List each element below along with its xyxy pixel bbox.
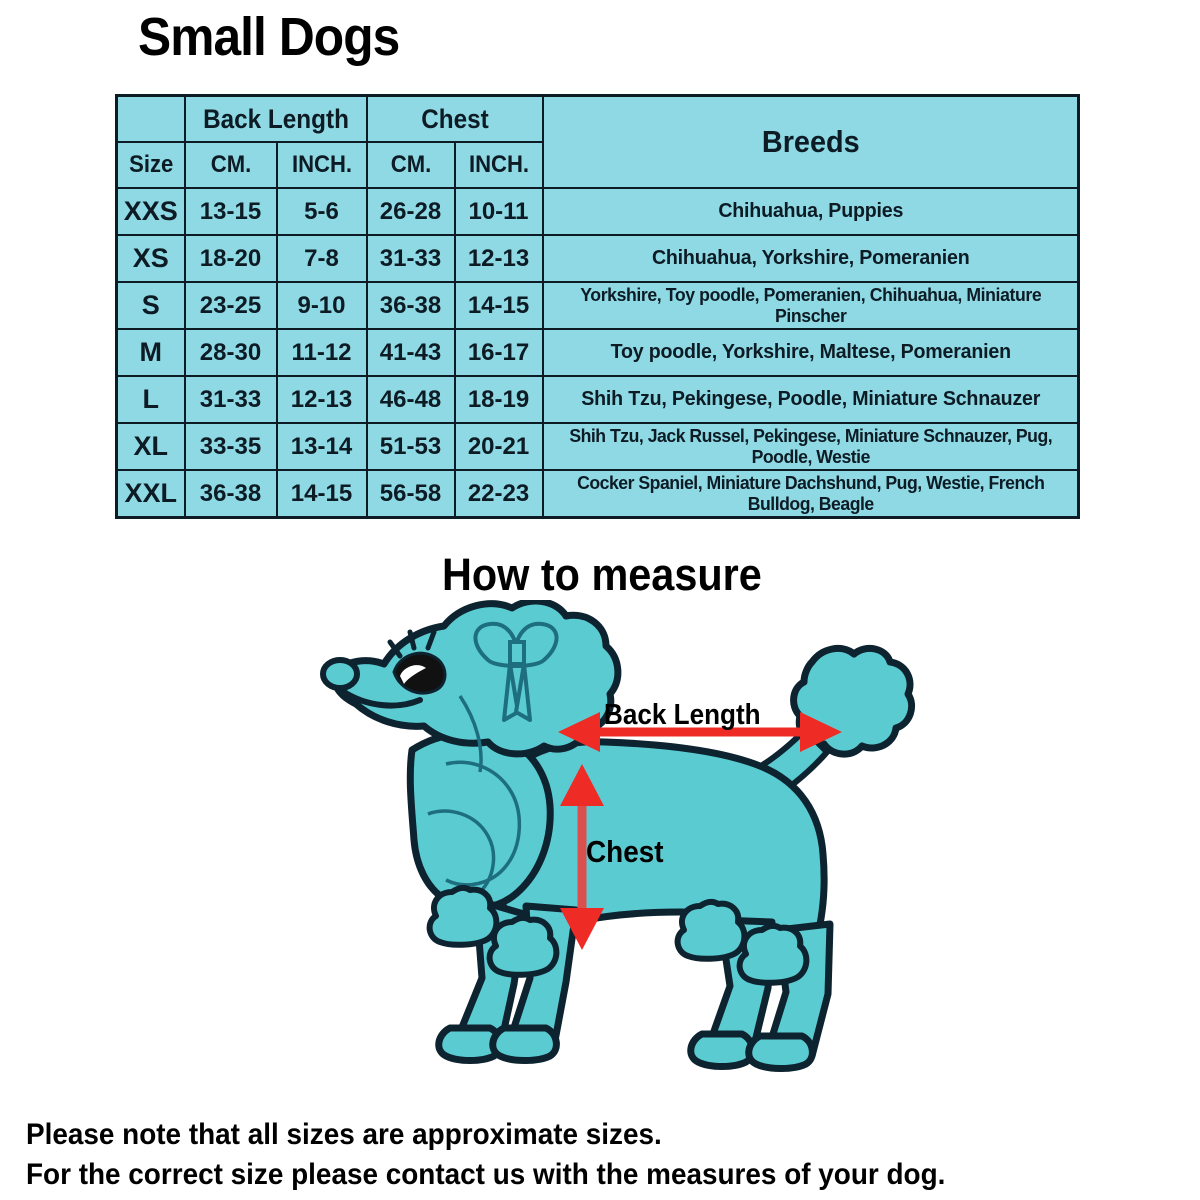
- cell-back-length-inch: 5-6: [275, 187, 368, 236]
- hind-paw-near: [745, 1032, 816, 1072]
- bow-ribbon-left: [502, 662, 520, 722]
- cell-breeds: Chihuahua, Puppies: [546, 187, 1075, 236]
- header-back-length-inch: INCH.: [279, 141, 364, 189]
- footer-line-2: For the correct size please contact us w…: [26, 1158, 946, 1191]
- hind-paw-far: [687, 1030, 756, 1070]
- cell-back-length-cm: 31-33: [183, 375, 278, 424]
- cell-chest-cm: 26-28: [365, 187, 456, 236]
- cell-breeds: Shih Tzu, Pekingese, Poodle, Miniature S…: [546, 375, 1075, 424]
- table-row: L 31-33 12-13 46-48 18-19 Shih Tzu, Peki…: [115, 375, 1079, 424]
- header-breeds: Breeds: [560, 94, 1061, 189]
- cell-size: XL: [115, 422, 186, 471]
- ruff-inner-line: [445, 760, 521, 887]
- size-chart-table: Back Length Chest Breeds Size CM. INCH. …: [115, 94, 1080, 519]
- back-length-arrow-icon: [558, 712, 842, 752]
- cell-chest-inch: 20-21: [453, 422, 544, 471]
- ruff-inner-line-2: [427, 809, 496, 894]
- header-size-blank: [115, 94, 186, 143]
- cell-size: M: [115, 328, 186, 377]
- cell-back-length-inch: 7-8: [275, 234, 368, 283]
- cell-breeds: Cocker Spaniel, Miniature Dachshund, Pug…: [546, 469, 1075, 519]
- eyelash-icon: [387, 629, 437, 659]
- size-chart-table-container: Back Length Chest Breeds Size CM. INCH. …: [115, 94, 1080, 519]
- cell-breeds: Shih Tzu, Jack Russel, Pekingese, Miniat…: [546, 422, 1075, 471]
- cell-chest-cm: 56-58: [365, 469, 456, 519]
- cell-size: XXL: [115, 469, 186, 519]
- header-size: Size: [118, 141, 183, 189]
- table-row: S 23-25 9-10 36-38 14-15 Yorkshire, Toy …: [115, 281, 1079, 330]
- header-chest-inch: INCH.: [457, 141, 540, 189]
- cell-back-length-cm: 33-35: [183, 422, 278, 471]
- header-chest: Chest: [374, 94, 535, 143]
- cell-chest-cm: 46-48: [365, 375, 456, 424]
- cell-size: XXS: [115, 187, 186, 236]
- cell-back-length-inch: 9-10: [275, 281, 368, 330]
- footer-note: Please note that all sizes are approxima…: [26, 1115, 1186, 1195]
- header-back-length: Back Length: [192, 94, 359, 143]
- mouth-line: [341, 689, 423, 709]
- cell-chest-inch: 10-11: [453, 187, 544, 236]
- cell-breeds: Toy poodle, Yorkshire, Maltese, Pomerani…: [546, 328, 1075, 377]
- cell-breeds: Chihuahua, Yorkshire, Pomeranien: [546, 234, 1075, 283]
- cell-chest-cm: 51-53: [365, 422, 456, 471]
- cell-chest-cm: 31-33: [365, 234, 456, 283]
- bow-ribbon-right: [514, 662, 532, 722]
- cell-back-length-cm: 23-25: [183, 281, 278, 330]
- poodle-illustration: [300, 597, 920, 1080]
- leg-cuff-hind-far: [674, 898, 748, 962]
- cell-breeds: Yorkshire, Toy poodle, Pomeranien, Chihu…: [546, 281, 1075, 330]
- cell-back-length-inch: 12-13: [275, 375, 368, 424]
- table-row: XXL 36-38 14-15 56-58 22-23 Cocker Spani…: [115, 469, 1079, 519]
- eye-highlight: [400, 665, 426, 684]
- table-unit-header-row: Size CM. INCH. CM. INCH.: [117, 141, 1079, 189]
- leg-cuff-front-far: [426, 884, 500, 948]
- cell-chest-inch: 16-17: [453, 328, 544, 377]
- eye-icon: [392, 651, 447, 695]
- cell-chest-inch: 22-23: [453, 469, 544, 519]
- cell-back-length-cm: 13-15: [183, 187, 278, 236]
- cell-back-length-inch: 13-14: [275, 422, 368, 471]
- dog-body-group: [320, 597, 915, 1072]
- cell-back-length-cm: 36-38: [183, 469, 278, 519]
- table-row: XS 18-20 7-8 31-33 12-13 Chihuahua, York…: [115, 234, 1079, 283]
- cell-back-length-inch: 11-12: [275, 328, 368, 377]
- leg-cuff-hind-near: [736, 922, 810, 986]
- nose-icon: [320, 657, 360, 691]
- cell-back-length-inch: 14-15: [275, 469, 368, 519]
- cell-back-length-cm: 18-20: [183, 234, 278, 283]
- cell-size: XS: [115, 234, 186, 283]
- cell-chest-cm: 36-38: [365, 281, 456, 330]
- chest-arrow-icon: [560, 764, 604, 950]
- cell-back-length-cm: 28-30: [183, 328, 278, 377]
- page-title: Small Dogs: [138, 7, 400, 67]
- table-row: XXS 13-15 5-6 26-28 10-11 Chihuahua, Pup…: [115, 187, 1079, 236]
- cell-chest-inch: 12-13: [453, 234, 544, 283]
- table-row: XL 33-35 13-14 51-53 20-21 Shih Tzu, Jac…: [115, 422, 1079, 471]
- cell-chest-cm: 41-43: [365, 328, 456, 377]
- cell-size: L: [115, 375, 186, 424]
- how-to-measure-heading: How to measure: [442, 549, 762, 600]
- front-paw-near: [489, 1024, 560, 1064]
- table-group-header-row: Back Length Chest Breeds: [115, 94, 1079, 189]
- cell-chest-inch: 14-15: [453, 281, 544, 330]
- header-chest-cm: CM.: [369, 141, 452, 189]
- leg-cuff-front-near: [486, 914, 560, 978]
- cell-size: S: [115, 281, 186, 330]
- head-fur-line: [458, 695, 483, 773]
- footer-line-1: Please note that all sizes are approxima…: [26, 1118, 662, 1151]
- bow-icon: [473, 621, 559, 668]
- cell-chest-inch: 18-19: [453, 375, 544, 424]
- bow-knot: [508, 640, 526, 666]
- table-row: M 28-30 11-12 41-43 16-17 Toy poodle, Yo…: [115, 328, 1079, 377]
- header-back-length-cm: CM.: [187, 141, 274, 189]
